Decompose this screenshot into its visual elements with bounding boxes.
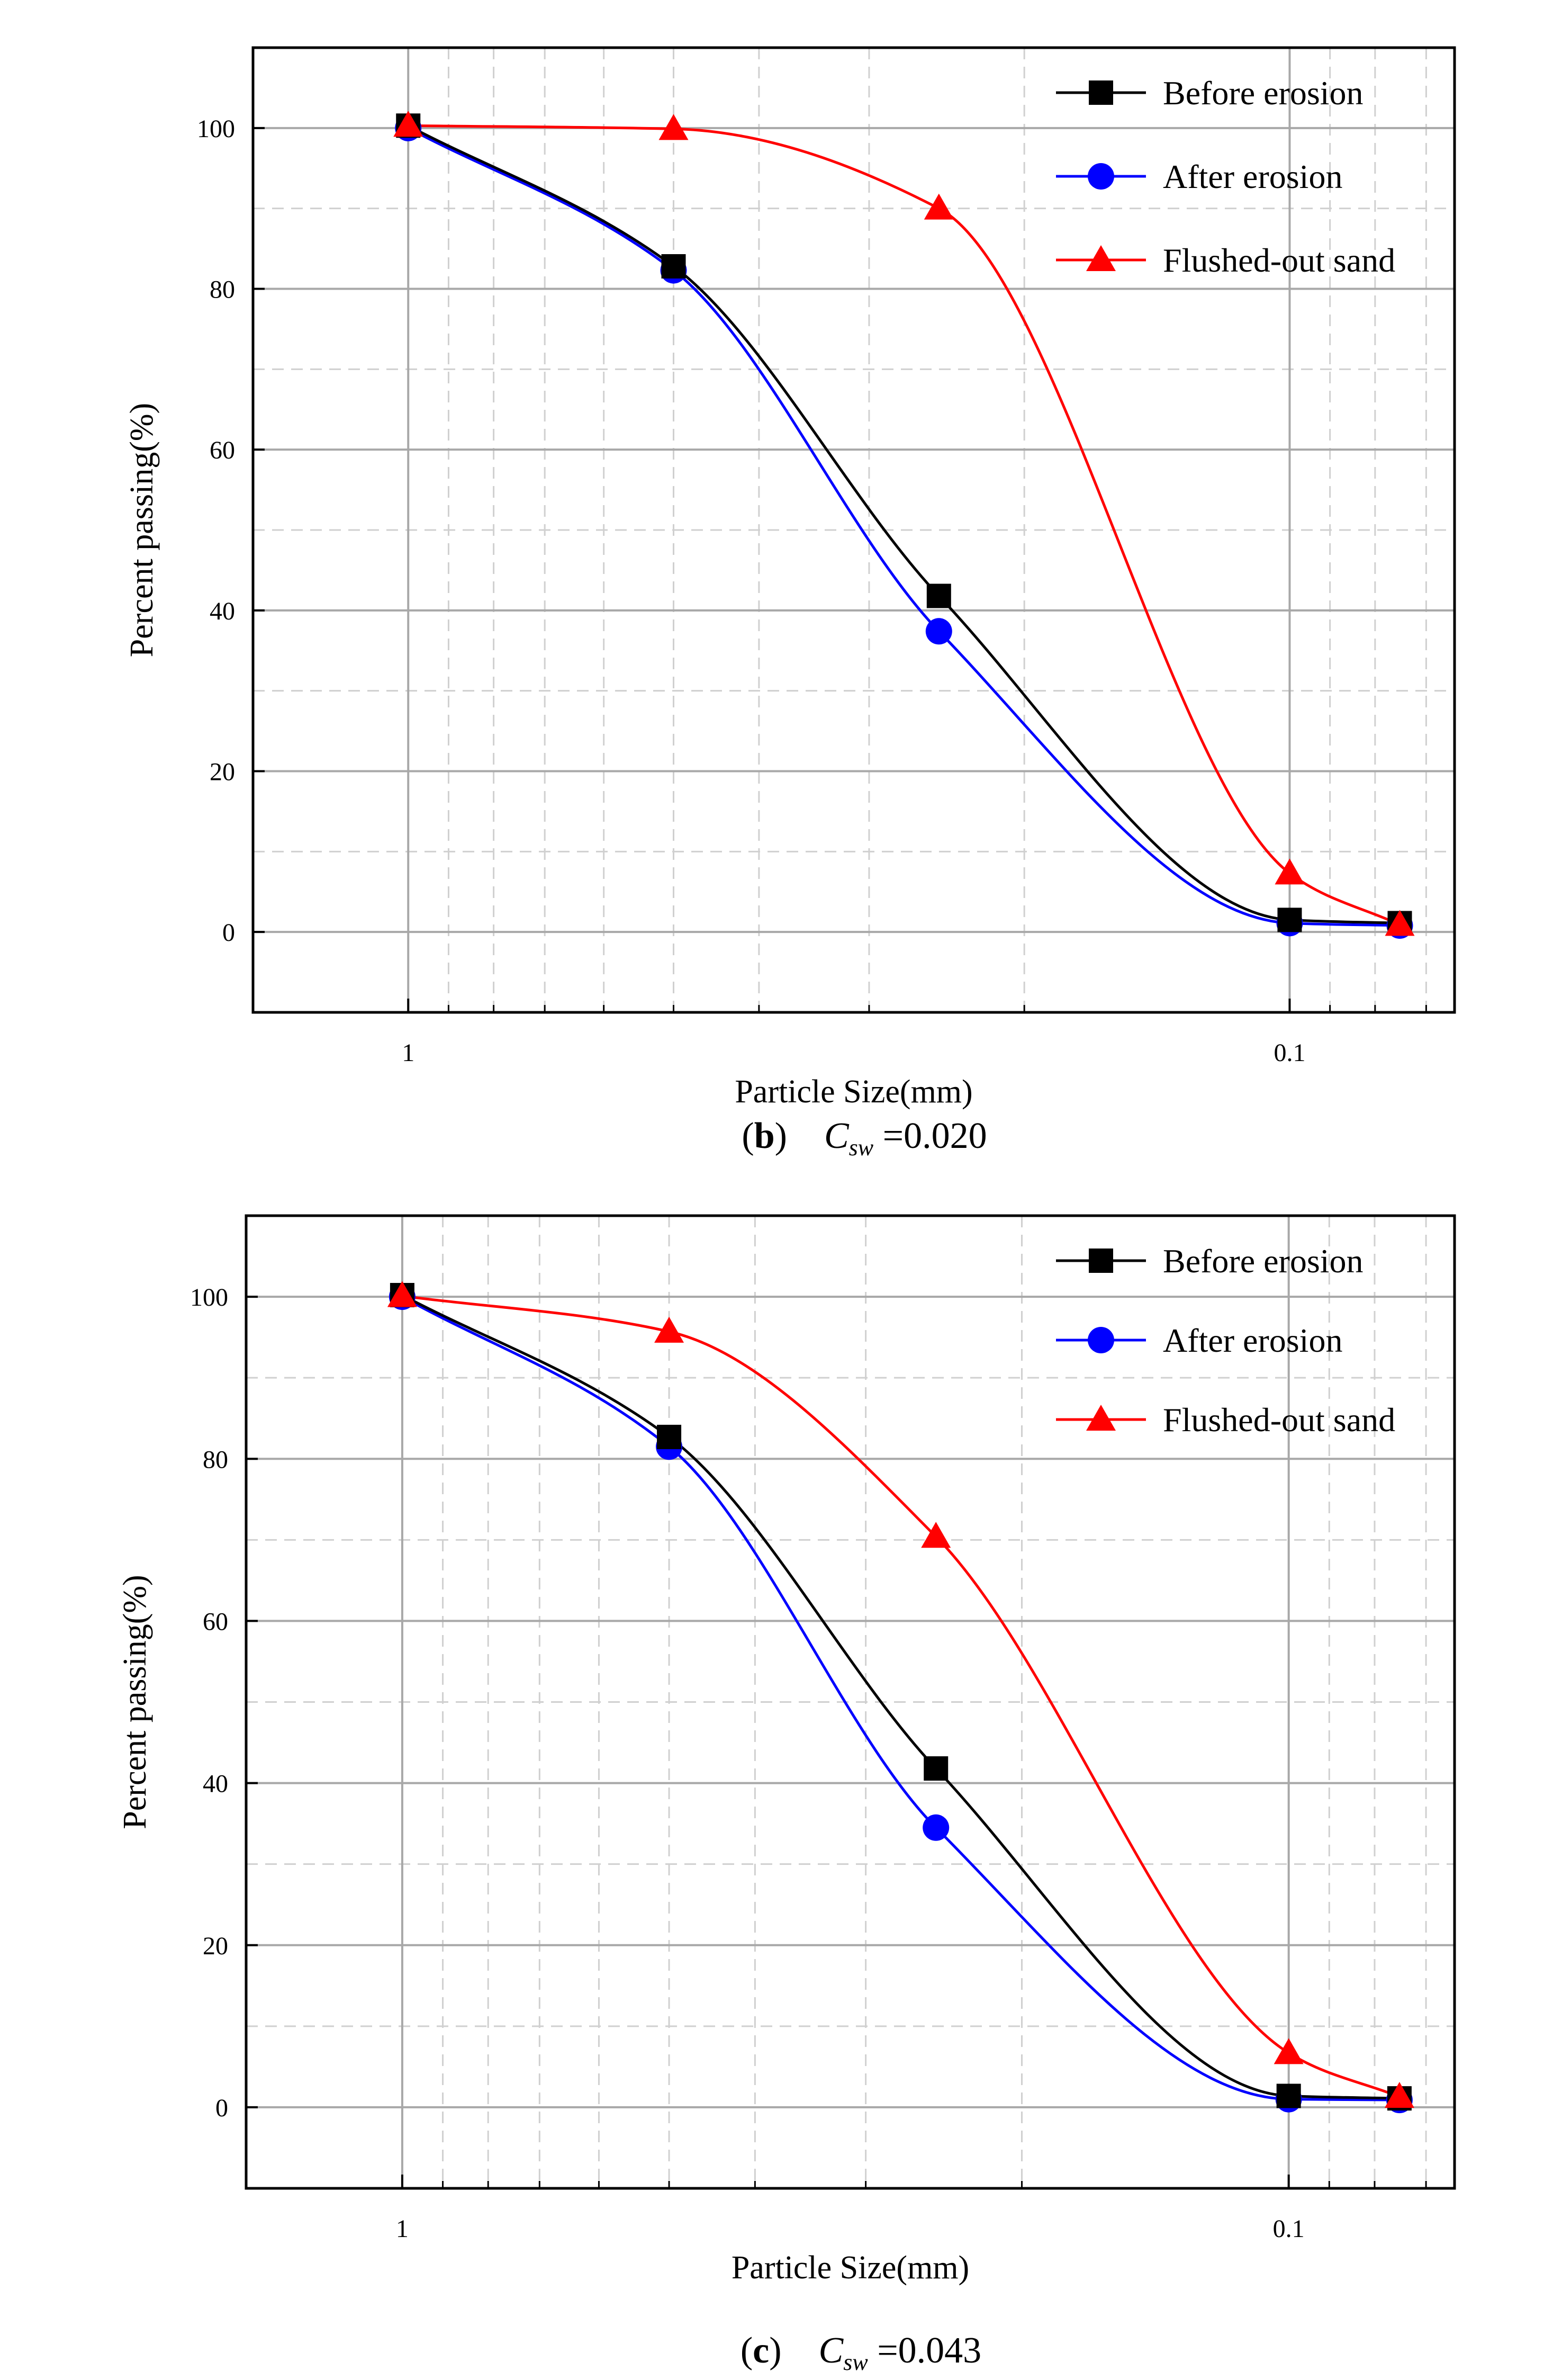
y-tick-label: 40	[203, 1770, 228, 1798]
caption-subscript: sw	[849, 1135, 874, 1161]
legend-marker-square	[1089, 80, 1113, 105]
y-tick-label: 0	[215, 2094, 228, 2122]
data-point-square	[924, 1756, 949, 1781]
caption-open-paren: (	[741, 2330, 753, 2371]
y-tick-label: 100	[197, 115, 235, 143]
data-point-triangle	[921, 1522, 951, 1548]
chart-1: 0 20 40 60 80 100 1 0.1 Particle Size(mm) Percent…	[124, 46, 1456, 1161]
legend-marker-circle	[1088, 1327, 1114, 1353]
x-tick-label: 0.1	[1274, 1039, 1305, 1067]
caption-letter: b	[754, 1116, 775, 1156]
x-axis-title: Particle Size(mm)	[735, 1074, 972, 1110]
y-axis-title: Percent passing(%)	[124, 403, 160, 657]
y-tick-label: 80	[203, 1445, 228, 1474]
data-point-circle	[925, 618, 952, 645]
data-point-triangle	[924, 193, 954, 220]
data-point-square	[661, 254, 686, 279]
caption-close-paren: )	[769, 2330, 818, 2371]
data-point-triangle	[387, 1281, 417, 1307]
x-tick-label: 0.1	[1273, 2215, 1305, 2243]
figure-caption: (c) Csw =0.043	[741, 2330, 981, 2375]
data-point-triangle	[1384, 2082, 1414, 2108]
y-tick-label: 80	[210, 276, 235, 304]
y-tick-label: 20	[210, 758, 235, 786]
caption-symbol: C	[819, 2330, 844, 2371]
plot-frame	[245, 1214, 1456, 2190]
y-tick-label: 40	[210, 597, 235, 625]
y-tick-label: 60	[210, 436, 235, 464]
figure-caption: (b) Csw =0.020	[742, 1116, 987, 1161]
chart-2: 0 20 40 60 80 100 1 0.1 Particle Size(mm) Percent…	[117, 1214, 1456, 2375]
y-axis-title: Percent passing(%)	[117, 1575, 153, 1829]
legend-label: After erosion	[1163, 1322, 1342, 1359]
y-tick-label: 60	[203, 1607, 228, 1636]
charts-root: 0 20 40 60 80 100 1 0.1 Particle Size(mm) Percent…	[117, 46, 1456, 2375]
x-tick-label: 1	[402, 1039, 414, 1067]
data-point-square	[1276, 2083, 1301, 2108]
caption-close-paren: )	[775, 1116, 824, 1156]
legend-label: Before erosion	[1163, 74, 1364, 112]
y-tick-label: 0	[222, 919, 235, 947]
caption-letter: c	[753, 2330, 769, 2371]
data-point-circle	[923, 1814, 950, 1841]
y-tick-label: 100	[190, 1283, 228, 1312]
caption-value: =0.043	[868, 2330, 981, 2371]
legend-label: Before erosion	[1163, 1242, 1364, 1280]
data-point-triangle	[654, 1316, 684, 1343]
plot-frame	[251, 46, 1456, 1014]
caption-symbol: C	[824, 1116, 850, 1156]
x-tick-label: 1	[396, 2215, 409, 2243]
x-axis-title: Particle Size(mm)	[732, 2250, 969, 2286]
legend-marker-triangle	[1086, 1405, 1116, 1431]
legend-marker-triangle	[1086, 245, 1116, 271]
data-point-triangle	[1275, 858, 1305, 885]
caption-value: =0.020	[873, 1116, 987, 1156]
legend-marker-circle	[1088, 163, 1114, 190]
legend-marker-square	[1089, 1249, 1113, 1273]
caption-subscript: sw	[843, 2349, 868, 2375]
data-point-triangle	[658, 114, 689, 140]
data-point-square	[1277, 908, 1302, 932]
y-tick-label: 20	[203, 1932, 228, 1960]
legend-label: After erosion	[1163, 158, 1342, 195]
data-point-square	[657, 1424, 682, 1449]
data-point-triangle	[1385, 910, 1415, 936]
legend-label: Flushed-out sand	[1163, 1401, 1395, 1439]
data-point-triangle	[1274, 2038, 1304, 2064]
caption-open-paren: (	[742, 1116, 754, 1156]
legend-label: Flushed-out sand	[1163, 241, 1395, 279]
data-point-triangle	[393, 111, 423, 137]
data-point-square	[926, 583, 951, 608]
